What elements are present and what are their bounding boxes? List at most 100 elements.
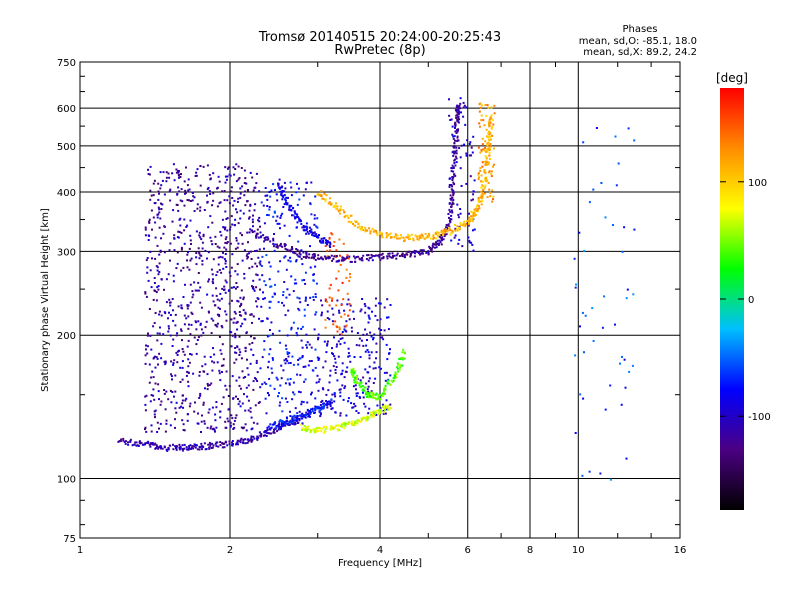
data-point: [287, 355, 290, 358]
data-point: [160, 184, 163, 187]
data-point: [163, 193, 166, 196]
data-point: [187, 189, 190, 192]
data-point: [288, 234, 291, 237]
data-point: [452, 135, 455, 138]
data-point: [206, 164, 209, 167]
data-point: [330, 254, 333, 257]
data-point: [264, 238, 267, 241]
data-point: [309, 202, 312, 205]
data-point: [241, 402, 244, 405]
data-point: [402, 348, 405, 351]
data-point: [195, 174, 198, 177]
data-point: [256, 265, 258, 268]
data-point: [171, 345, 174, 347]
data-point: [165, 448, 168, 451]
data-point: [387, 328, 390, 331]
data-point: [379, 396, 382, 399]
data-point: [308, 360, 311, 363]
data-point: [409, 255, 412, 258]
data-point: [300, 249, 303, 252]
data-point: [273, 233, 275, 235]
data-point: [314, 348, 317, 351]
data-point: [168, 298, 171, 301]
data-point: [329, 283, 332, 286]
data-point: [328, 287, 331, 290]
data-point: [219, 307, 221, 310]
data-point: [302, 414, 305, 416]
data-point: [176, 361, 179, 364]
data-point: [234, 335, 237, 338]
data-point: [303, 380, 306, 383]
data-point: [306, 346, 308, 349]
data-point: [460, 144, 463, 147]
data-point: [372, 382, 375, 384]
data-point: [175, 334, 178, 337]
data-point: [459, 224, 462, 227]
data-point: [273, 249, 276, 252]
data-point: [384, 386, 387, 389]
data-point: [160, 357, 163, 360]
data-point: [270, 367, 273, 370]
data-point: [386, 298, 389, 301]
data-point: [303, 425, 306, 428]
data-point: [296, 213, 299, 216]
data-point: [157, 190, 160, 193]
data-point: [490, 138, 492, 141]
data-point: [332, 258, 335, 260]
data-point: [173, 359, 176, 362]
data-point: [318, 378, 321, 381]
data-point: [295, 260, 298, 263]
stats-heading: Phases: [622, 24, 657, 35]
data-point: [326, 255, 329, 258]
data-point: [285, 296, 288, 299]
data-point: [244, 347, 247, 350]
data-point: [199, 236, 202, 239]
data-point: [477, 173, 480, 176]
data-point: [284, 397, 287, 400]
data-point: [212, 319, 215, 322]
data-point: [200, 306, 203, 309]
data-point: [456, 120, 459, 123]
data-point: [180, 329, 183, 332]
data-point: [322, 366, 325, 369]
data-point: [255, 172, 258, 175]
data-point: [167, 330, 170, 333]
data-point: [349, 221, 352, 224]
data-point: [249, 313, 252, 316]
data-point: [435, 231, 438, 234]
data-point: [455, 132, 458, 134]
data-point: [199, 165, 202, 167]
data-point: [144, 291, 147, 294]
data-point: [457, 113, 460, 116]
data-point: [239, 209, 242, 212]
data-point: [427, 253, 430, 256]
data-point: [371, 254, 374, 257]
data-point: [366, 388, 369, 391]
data-point: [367, 385, 370, 388]
data-point: [153, 443, 156, 446]
data-point: [250, 416, 253, 419]
data-point: [299, 220, 302, 223]
data-point: [358, 382, 361, 385]
data-point: [243, 194, 246, 197]
data-point: [256, 422, 259, 425]
x-tick-label: 8: [527, 545, 533, 556]
data-point: [451, 177, 454, 180]
data-point: [253, 250, 256, 252]
data-point: [231, 440, 234, 442]
data-point: [160, 278, 163, 281]
data-point: [199, 394, 202, 397]
data-point: [144, 426, 147, 429]
data-point: [305, 411, 308, 414]
data-point: [179, 176, 182, 178]
data-point: [306, 255, 309, 258]
data-point: [365, 419, 368, 422]
data-point: [179, 381, 182, 383]
data-point: [472, 193, 475, 196]
data-point: [391, 252, 394, 255]
data-point: [277, 428, 280, 431]
data-point: [312, 279, 315, 282]
data-point: [212, 444, 215, 447]
data-point: [290, 248, 293, 251]
data-point: [334, 395, 337, 398]
